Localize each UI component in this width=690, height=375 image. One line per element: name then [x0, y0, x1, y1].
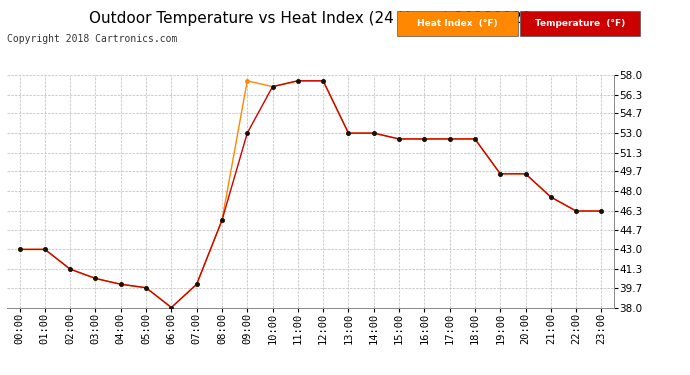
Text: Heat Index  (°F): Heat Index (°F): [417, 19, 497, 28]
Text: Copyright 2018 Cartronics.com: Copyright 2018 Cartronics.com: [7, 34, 177, 44]
Text: Outdoor Temperature vs Heat Index (24 Hours) 20180929: Outdoor Temperature vs Heat Index (24 Ho…: [89, 11, 532, 26]
Text: Temperature  (°F): Temperature (°F): [535, 19, 625, 28]
